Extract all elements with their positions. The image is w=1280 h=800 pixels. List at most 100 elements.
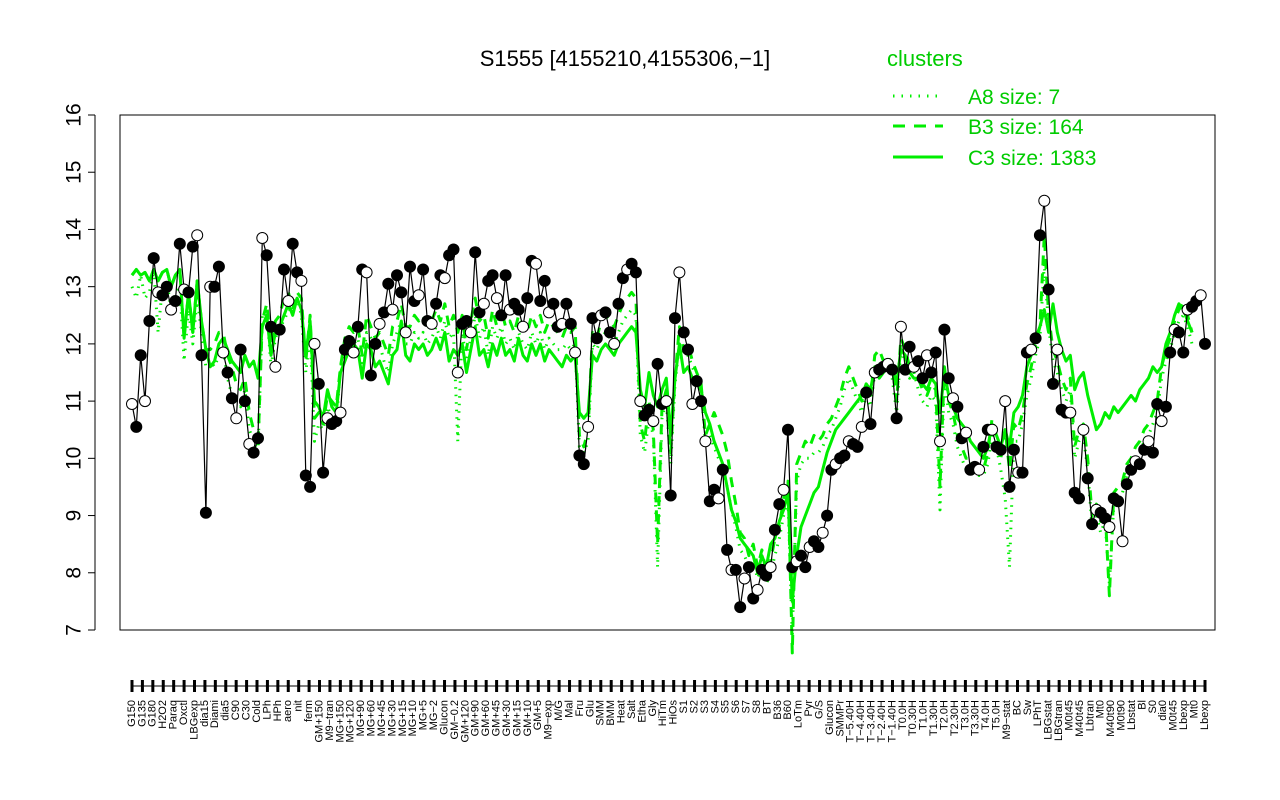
x-tick-label: GM+30	[501, 700, 513, 736]
data-point	[569, 346, 582, 359]
data-point	[334, 406, 347, 419]
data-point	[169, 295, 182, 307]
x-tick-label: M0t45	[1168, 700, 1180, 731]
data-point	[238, 395, 251, 408]
data-point	[716, 463, 729, 476]
data-point	[695, 395, 708, 408]
x-tick-label: T3.30H	[970, 700, 982, 736]
legend-label-b3: B3 size: 164	[968, 116, 1084, 139]
data-point	[1038, 194, 1051, 207]
data-point	[225, 392, 238, 405]
x-tick-label: Sw	[1022, 700, 1034, 715]
data-point	[886, 363, 899, 376]
x-tick-label: GM+120	[459, 700, 471, 743]
data-point	[647, 415, 660, 428]
y-tick-label: 15	[63, 161, 86, 184]
data-point	[1081, 472, 1094, 485]
data-point	[951, 400, 964, 413]
data-point	[851, 440, 864, 453]
x-tick-label: GM+15	[511, 700, 523, 736]
data-point	[860, 386, 873, 399]
x-tick-label: T−5.40H	[845, 700, 857, 743]
x-tick-label: G135	[136, 700, 148, 727]
data-point	[399, 326, 412, 339]
data-point	[1016, 466, 1029, 479]
data-point	[469, 246, 482, 259]
data-point	[534, 295, 547, 307]
data-point	[821, 509, 834, 522]
x-tick-label: LoTm	[793, 700, 805, 728]
x-axis: G150G135G180H2O2ParaqOxctlLBGexpdia15Dia…	[126, 680, 1211, 743]
data-point	[147, 252, 160, 265]
x-tick-label: Gly	[647, 700, 659, 717]
data-point	[1007, 443, 1020, 456]
x-tick-label: T−4.40H	[855, 700, 867, 743]
x-tick-label: dia0	[1157, 700, 1169, 721]
x-tick-label: M0t90	[1116, 700, 1128, 731]
data-point	[560, 297, 573, 310]
x-tick-label: GM+60	[480, 700, 492, 736]
data-point	[286, 237, 299, 250]
data-point	[208, 280, 221, 293]
data-point	[564, 317, 577, 330]
data-point	[977, 440, 990, 453]
data-point	[512, 303, 525, 316]
data-point	[360, 266, 373, 279]
x-tick-label: MG−2	[428, 700, 440, 730]
data-point	[1042, 283, 1055, 296]
x-tick-label: Etha	[636, 699, 648, 723]
data-point	[1051, 343, 1064, 356]
data-point	[1194, 289, 1207, 302]
data-point	[838, 449, 851, 462]
data-point	[382, 277, 395, 290]
x-tick-label: LBGstat	[1043, 700, 1055, 740]
data-point	[634, 395, 647, 408]
data-point	[1077, 423, 1090, 436]
data-point	[660, 395, 673, 408]
x-tick-label: T−2.40H	[876, 700, 888, 743]
data-point	[925, 366, 938, 379]
data-point	[590, 332, 603, 345]
x-tick-label: C90	[230, 700, 242, 720]
data-point	[582, 420, 595, 433]
data-point	[682, 343, 694, 356]
x-tick-label: M/G	[553, 700, 565, 721]
x-tick-label: T3.0H	[959, 700, 971, 730]
data-point	[191, 229, 204, 242]
data-point	[126, 398, 138, 410]
x-tick-label: Mt0	[1188, 700, 1200, 718]
plot-frame	[119, 114, 1216, 631]
x-tick-label: Mal	[563, 700, 575, 718]
data-point	[451, 366, 464, 379]
data-point	[729, 563, 742, 576]
legend-title: clusters	[887, 46, 963, 71]
x-tick-label: dia5	[220, 700, 232, 721]
y-tick-label: 9	[63, 510, 86, 522]
x-tick-label: B36	[772, 700, 784, 720]
legend-label-c3: C3 size: 1383	[968, 147, 1096, 170]
data-point	[1025, 343, 1038, 356]
data-point	[1199, 337, 1211, 350]
x-tick-label: Glucon	[438, 700, 450, 735]
data-point	[247, 446, 260, 459]
x-tick-label: G/S	[813, 700, 825, 719]
cluster-line-c3	[130, 268, 1194, 603]
data-point	[373, 317, 386, 330]
x-tick-label: MG+90	[355, 700, 367, 736]
data-point	[221, 366, 234, 379]
data-point	[773, 498, 786, 511]
data-point	[412, 289, 425, 302]
data-point	[890, 412, 903, 425]
data-point	[934, 435, 946, 448]
data-point	[547, 297, 560, 310]
x-tick-label: MG+120	[345, 700, 357, 743]
data-point	[295, 274, 308, 287]
y-axis: 7 8 9 10 11 12 13 14 15 16	[63, 103, 96, 636]
data-point	[699, 435, 712, 448]
data-point	[812, 541, 825, 553]
cluster-line-a8	[130, 262, 1194, 638]
data-point	[764, 561, 777, 574]
data-point	[864, 418, 877, 430]
data-point	[186, 240, 199, 253]
